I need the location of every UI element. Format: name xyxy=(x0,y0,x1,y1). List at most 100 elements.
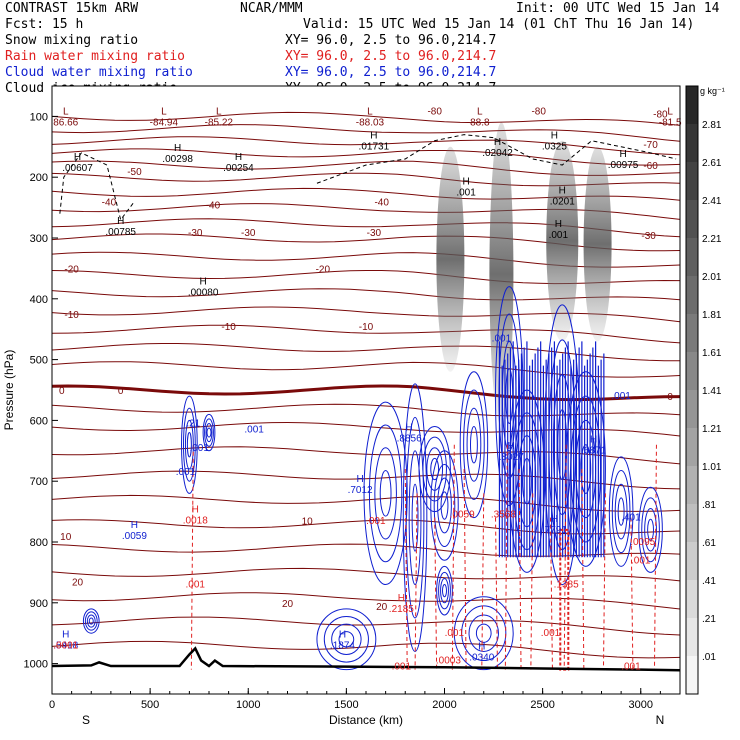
rain-contour xyxy=(581,469,585,670)
high-marker-value: .8027 xyxy=(499,452,524,463)
cloud-water-contour xyxy=(453,596,514,671)
high-marker-value: .0018 xyxy=(183,516,208,527)
colorbar-tick-label: .41 xyxy=(702,576,716,587)
legend-cloud-water: Cloud water mixing ratio xyxy=(5,65,193,80)
high-marker-letter: H xyxy=(619,149,626,160)
cloud-water-contour xyxy=(608,456,634,567)
high-marker-value: .00975 xyxy=(608,160,639,171)
high-marker-letter: H xyxy=(235,152,242,163)
cloud-water-contour xyxy=(440,491,449,520)
isotherm-line xyxy=(52,543,680,557)
y-tick-label: 900 xyxy=(30,598,48,610)
colorbar-tick-label: 2.41 xyxy=(702,196,722,207)
rain-contour xyxy=(530,493,534,670)
contour-value-label: .001 xyxy=(244,425,264,436)
cloud-water-contour xyxy=(182,407,196,482)
low-marker-value: -88.03 xyxy=(356,117,385,128)
rain-contour xyxy=(630,517,634,670)
isotherm-line xyxy=(52,136,680,156)
colorbar-tick-label: .01 xyxy=(702,652,716,663)
high-marker-letter: H xyxy=(117,216,124,227)
high-marker-value: .6871 xyxy=(581,446,606,457)
high-marker-value: .00785 xyxy=(105,227,136,238)
colorbar-tick-label: .61 xyxy=(702,538,716,549)
cloud-water-contour xyxy=(638,486,663,573)
high-marker-value: .001 xyxy=(456,187,476,198)
cloud-water-contour xyxy=(438,571,451,610)
isotherm-line xyxy=(52,470,680,490)
contour-value-label: .001 xyxy=(445,628,465,639)
colorbar-tick-label: 2.81 xyxy=(702,120,722,131)
low-marker-letter: L xyxy=(477,106,483,117)
high-marker-value: .5418 xyxy=(53,640,78,651)
cloud-water-contour xyxy=(82,608,100,634)
rain-contour xyxy=(563,444,567,670)
cloud-water-contour xyxy=(641,497,660,563)
colorbar-unit: g kg⁻¹ xyxy=(700,86,725,96)
cloud-water-contour xyxy=(186,432,192,458)
cloud-water-contour xyxy=(411,483,419,552)
isotherm-line xyxy=(52,384,680,402)
cloud-water-contour xyxy=(379,470,392,517)
isotherm-label: -30 xyxy=(367,228,382,239)
high-marker-value: .1874 xyxy=(330,640,355,651)
isotherm-line xyxy=(52,124,680,142)
cloud-water-contour xyxy=(436,565,453,616)
colorbar-tick-label: 1.41 xyxy=(702,386,722,397)
colorbar-swatch xyxy=(686,428,698,467)
colorbar-swatch xyxy=(686,124,698,163)
rain-contour xyxy=(451,444,455,670)
init-time: Init: 00 UTC Wed 15 Jan 14 xyxy=(516,1,720,16)
isotherm-label: -20 xyxy=(316,264,331,275)
colorbar-swatch xyxy=(686,276,698,315)
rain-contour xyxy=(404,469,408,670)
cloud-water-contour xyxy=(617,497,625,526)
high-marker-value: .02042 xyxy=(482,148,513,159)
isotherm-line xyxy=(52,324,680,344)
cloud-water-contour xyxy=(405,416,425,619)
cloud-water-contour xyxy=(442,584,447,598)
isotherm-label: 0 xyxy=(59,386,65,397)
y-tick-label: 600 xyxy=(30,415,48,427)
contour-value-label: .001 xyxy=(176,467,196,478)
high-marker-letter: H xyxy=(192,505,199,516)
high-marker-letter: H xyxy=(356,474,363,485)
isotherm-line xyxy=(52,592,680,610)
contour-value-label: .21 xyxy=(186,418,200,429)
terrain-line xyxy=(52,646,680,672)
isotherm-label: -40 xyxy=(374,198,389,209)
cloud-water-contour xyxy=(433,463,456,548)
x-tick-label: 1000 xyxy=(236,699,260,711)
high-marker-letter: H xyxy=(462,176,469,187)
rain-contour xyxy=(414,493,418,670)
colorbar-swatch xyxy=(686,86,698,125)
isotherm-label: -80 xyxy=(531,106,546,117)
isotherm-line xyxy=(52,616,680,636)
high-marker-value: .7012 xyxy=(348,485,373,496)
y-tick-label: 200 xyxy=(30,172,48,184)
isotherm-label: -30 xyxy=(641,231,656,242)
isotherm-line xyxy=(52,111,680,126)
isotherm-label: -60 xyxy=(643,161,658,172)
low-marker-letter: L xyxy=(63,106,69,117)
high-marker-value: .01731 xyxy=(359,142,390,153)
isotherm-label: -40 xyxy=(102,198,117,209)
high-marker-value: .00254 xyxy=(223,163,254,174)
isotherm-label: 20 xyxy=(376,602,388,613)
high-marker-value: .8856 xyxy=(397,434,422,445)
isotherm-line xyxy=(52,640,680,659)
x-tick-label: 3000 xyxy=(629,699,653,711)
south-label: S xyxy=(82,713,90,727)
high-marker-letter: H xyxy=(555,219,562,230)
high-marker-letter: H xyxy=(62,629,69,640)
axes: 0 500 1000 1500 2000 2500 30001002003004005006… xyxy=(2,85,681,727)
contour-labels: -80 -80 -80 -70 -60 -50 -40 -40 -40 -30 -30 -30 -30 -… xyxy=(53,106,682,672)
cloud-water-contour xyxy=(374,447,397,540)
snow-plume xyxy=(436,146,465,372)
cloud-water-contour xyxy=(181,395,198,494)
colorbar-swatch xyxy=(686,162,698,201)
legend-cloud-water-xy: XY= 96.0, 2.5 to 96.0,214.7 xyxy=(285,65,497,80)
contour-value-label: .001 xyxy=(541,628,561,639)
contour-value-label: .0059 xyxy=(450,510,475,521)
